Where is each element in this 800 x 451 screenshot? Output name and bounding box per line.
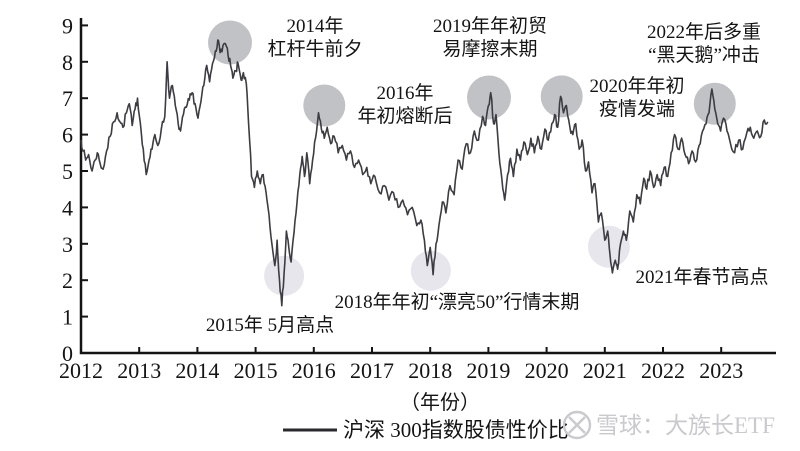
annotation-2020-pandemic: 疫情发端 [599,98,675,120]
y-tick-label: 3 [62,232,73,257]
annotation-2016-circuit-breaker: 年初熔断后 [357,105,452,127]
x-tick-label: 2023 [699,358,743,383]
y-tick-label: 1 [62,305,73,330]
annotation-2016-circuit-breaker: 2016年 [376,82,433,104]
event-circle-peak-2016 [303,84,346,127]
x-tick-label: 2013 [117,358,161,383]
axes [79,18,776,355]
event-circle-trough-2018 [410,250,451,291]
annotation-2014-leverage-bull: 2014年 [286,15,343,37]
legend: 沪深 300指数股债性价比 [283,418,569,442]
watermark-text: 雪球：大族长ETF [596,413,775,438]
x-tick-label: 2017 [350,358,394,383]
x-tick-label: 2018 [408,358,452,383]
x-tick-label: 2021 [583,358,627,383]
x-tick-label: 2019 [466,358,510,383]
annotation-2020-pandemic: 2020年年初 [589,75,684,97]
annotation-2022-black-swan: 2022年后多重 [647,21,761,43]
y-tick-label: 4 [62,195,73,220]
y-tick-label: 6 [62,123,73,148]
annotation-2021-spring-festival-high: 2021年春节高点 [635,266,768,288]
y-tick-label: 7 [62,86,73,111]
y-tick-label: 8 [62,50,73,75]
x-axis-unit-label: （年份） [400,391,480,414]
x-tick-label: 2014 [175,358,219,383]
annotation-2018-nifty50-end: 2018年年初“漂亮50”行情末期 [335,291,580,313]
event-circle-peak-2019 [467,75,511,120]
series-line [80,39,769,307]
annotation-2019-trade-friction: 2019年年初贸 [433,15,547,37]
event-circle-peak-2020 [540,75,583,118]
event-circles [208,20,736,296]
annotation-2014-leverage-bull: 杠杆牛前夕 [267,38,362,60]
y-tick-label: 9 [62,13,73,38]
xueqiu-logo-icon [562,410,592,440]
legend-label: 沪深 300指数股债性价比 [343,418,569,442]
x-tick-label: 2020 [525,358,569,383]
x-tick-label: 2012 [59,358,103,383]
x-tick-label: 2022 [641,358,685,383]
y-tick-label: 2 [62,268,73,293]
annotation-2015-may-high: 2015年 5月高点 [206,314,334,336]
y-tick-label: 5 [62,159,73,184]
annotation-2019-trade-friction: 易摩擦末期 [442,38,537,60]
event-circle-peak-2014 [208,20,252,65]
y-tick-label: 0 [62,341,73,366]
annotation-2022-black-swan: “黑天鹅”冲击 [648,44,760,66]
x-tick-label: 2016 [292,358,336,383]
x-tick-label: 2015 [234,358,278,383]
tick-labels: 2012 2013 2014 2015 2016 2017 2018 2019 2020 2021… [59,13,743,383]
watermark: 雪球：大族长ETF [562,410,775,440]
